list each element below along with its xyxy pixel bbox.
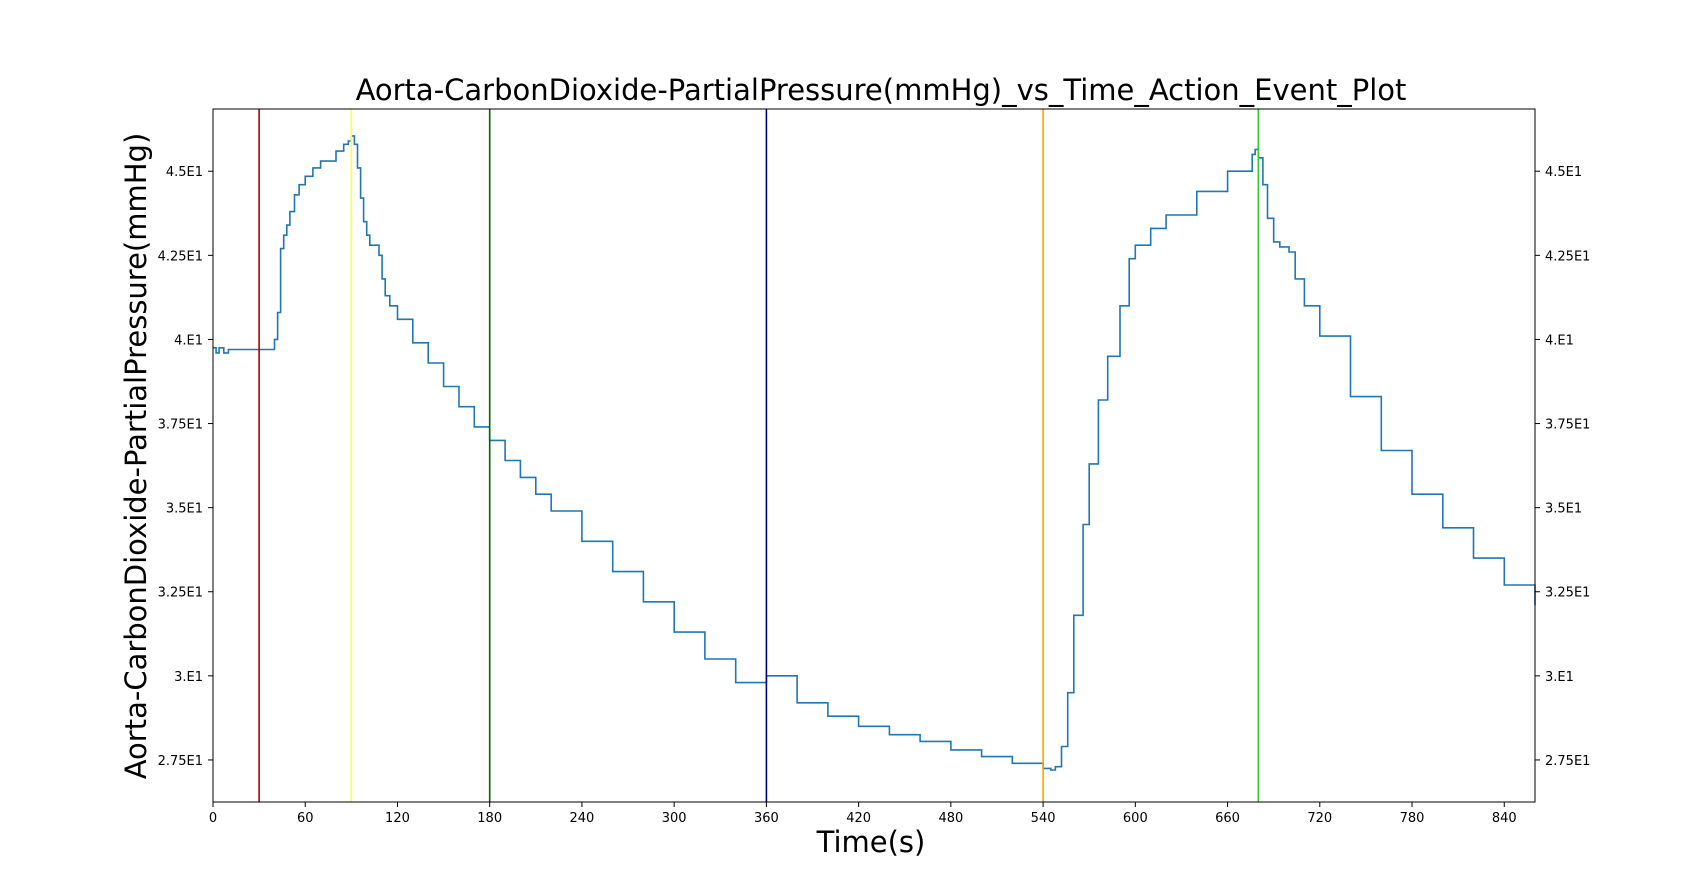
y-tick-label-left: 4.5E1 <box>166 165 203 180</box>
x-tick-label: 60 <box>297 811 314 826</box>
y-tick-label-right: 2.75E1 <box>1545 754 1590 769</box>
x-axis-label: Time(s) <box>816 825 926 859</box>
x-tick-label: 660 <box>1215 811 1240 826</box>
x-tick-label: 300 <box>662 811 687 826</box>
x-tick-label: 540 <box>1031 811 1056 826</box>
x-tick-label: 840 <box>1492 811 1517 826</box>
y-tick-label-right: 3.5E1 <box>1545 502 1582 517</box>
y-tick-label-right: 3.25E1 <box>1545 586 1590 601</box>
x-tick-label: 480 <box>938 811 963 826</box>
y-tick-label-right: 4.5E1 <box>1545 165 1582 180</box>
y-tick-label-left: 4.E1 <box>174 333 203 348</box>
y-tick-label-right: 3.75E1 <box>1545 418 1590 433</box>
y-tick-label-left: 3.E1 <box>174 670 203 685</box>
chart-title: Aorta-CarbonDioxide-PartialPressure(mmHg… <box>356 73 1407 107</box>
x-tick-label: 120 <box>385 811 410 826</box>
y-tick-label-right: 3.E1 <box>1545 670 1574 685</box>
plot-frame <box>212 108 1536 803</box>
y-tick-label-left: 3.75E1 <box>158 418 203 433</box>
y-tick-label-left: 4.25E1 <box>158 249 203 264</box>
plot-area <box>213 109 1536 802</box>
x-tick-label: 360 <box>754 811 779 826</box>
y-tick-label-left: 3.25E1 <box>158 586 203 601</box>
x-tick-label: 420 <box>846 811 871 826</box>
y-tick-label-right: 4.E1 <box>1545 333 1574 348</box>
y-tick-label-left: 3.5E1 <box>166 502 203 517</box>
y-axis-label: Aorta-CarbonDioxide-PartialPressure(mmHg… <box>119 133 153 780</box>
axes: 0 60 120 180 240 300 360 420 480 540 600 660 720 780 8… <box>158 165 1591 826</box>
x-tick-label: 240 <box>570 811 595 826</box>
y-tick-label-right: 4.25E1 <box>1545 249 1590 264</box>
series-line-0 <box>213 135 1536 771</box>
x-tick-label: 180 <box>477 811 502 826</box>
x-tick-label: 600 <box>1123 811 1148 826</box>
x-tick-label: 0 <box>209 811 217 826</box>
x-tick-label: 780 <box>1400 811 1425 826</box>
y-tick-label-left: 2.75E1 <box>158 754 203 769</box>
x-tick-label: 720 <box>1307 811 1332 826</box>
